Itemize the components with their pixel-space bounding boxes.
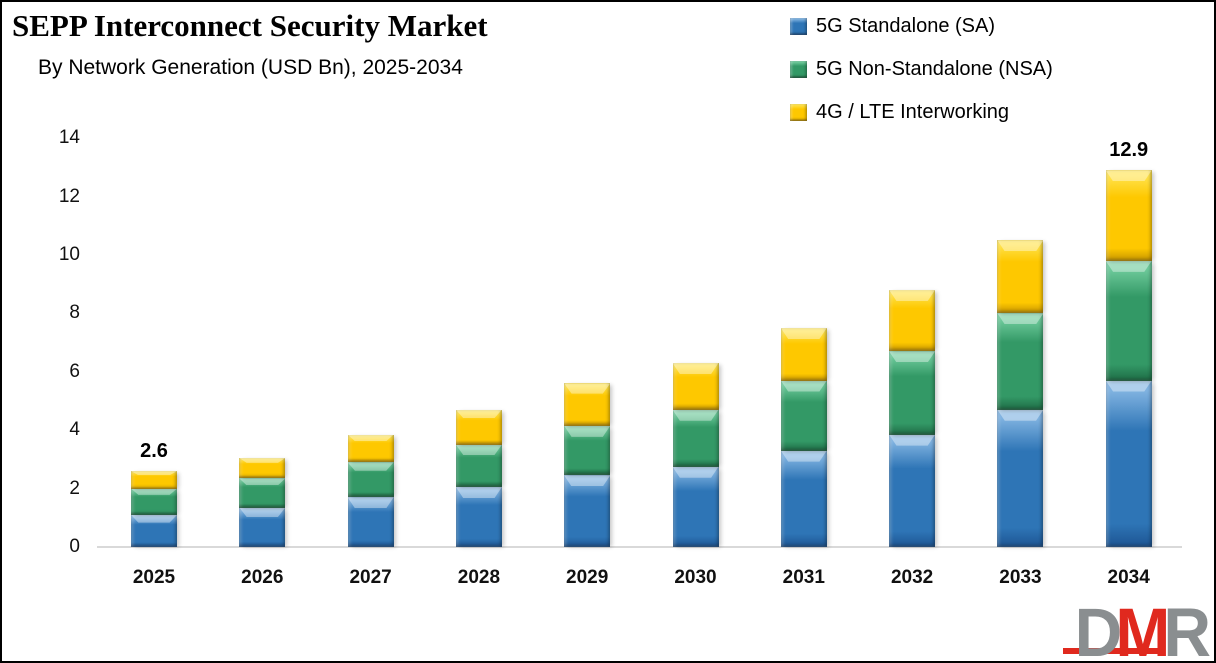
y-axis-tick-6: 6: [69, 360, 80, 382]
legend-swatch-sa-icon: [790, 17, 807, 35]
legend-label-lte: 4G / LTE Interworking: [816, 100, 1010, 123]
y-axis-tick-4: 4: [69, 419, 80, 441]
bar-segment-2030-lte: [672, 363, 719, 410]
x-axis-label-2033: 2033: [999, 567, 1042, 588]
bar-segment-2028-nsa: [455, 444, 502, 488]
bar-segment-2029-nsa: [564, 425, 611, 476]
x-axis-label-2027: 2027: [349, 567, 392, 588]
bar-segment-2026-nsa: [239, 478, 286, 508]
bar-segment-2034-sa: [1105, 380, 1152, 547]
bar-segment-2032-nsa: [889, 351, 936, 435]
bar-segment-2032-sa: [889, 434, 936, 547]
x-axis-label-2030: 2030: [674, 567, 717, 588]
bar-segment-2025-sa: [131, 514, 177, 547]
bar-segment-2034-lte: [1105, 170, 1152, 261]
legend-item-sa: 5G Standalone (SA): [790, 13, 1053, 39]
bar-segment-2028-sa: [455, 487, 502, 547]
bar-segment-2033-sa: [997, 409, 1044, 547]
bar-segment-2025-lte: [131, 471, 177, 489]
bar-segment-2026-sa: [239, 507, 286, 547]
bar-segment-2031-nsa: [780, 380, 827, 451]
bar-segment-2031-sa: [780, 450, 827, 547]
bar-segment-2031-lte: [780, 328, 827, 381]
chart-subtitle: By Network Generation (USD Bn), 2025-203…: [38, 56, 463, 79]
legend-swatch-nsa-icon: [790, 60, 807, 78]
x-axis-label-2025: 2025: [132, 567, 176, 588]
bar-total-label-2034: 12.9: [1109, 139, 1149, 162]
bar-segment-2028-lte: [455, 409, 502, 445]
bar-segment-2033-nsa: [997, 313, 1044, 410]
legend-label-sa: 5G Standalone (SA): [816, 14, 995, 37]
bar-segment-2030-nsa: [672, 409, 719, 467]
dmr-logo-red-bar: [1062, 648, 1158, 654]
chart-title: SEPP Interconnect Security Market: [12, 8, 488, 43]
legend-item-lte: 4G / LTE Interworking: [790, 99, 1053, 125]
x-axis-line: [97, 546, 1182, 548]
legend: 5G Standalone (SA) 5G Non-Standalone (NS…: [790, 13, 1053, 142]
bar-segment-2029-lte: [564, 383, 611, 426]
dmr-logo-letter-d: D: [1074, 593, 1123, 663]
bar-segment-2027-nsa: [347, 462, 394, 498]
bar-segment-2033-lte: [997, 240, 1044, 314]
bar-segment-2034-nsa: [1105, 260, 1152, 381]
bar-segment-2025-nsa: [131, 488, 177, 515]
legend-swatch-lte-icon: [790, 103, 807, 121]
legend-label-nsa: 5G Non-Standalone (NSA): [816, 57, 1053, 80]
bar-segment-2026-lte: [239, 457, 286, 479]
legend-item-nsa: 5G Non-Standalone (NSA): [790, 56, 1053, 82]
dmr-logo: D M R: [1062, 593, 1211, 663]
dmr-logo-letter-m: M: [1115, 593, 1170, 663]
y-axis-tick-14: 14: [58, 127, 80, 149]
x-axis-label-2026: 2026: [241, 567, 284, 588]
x-axis-label-2031: 2031: [782, 567, 825, 588]
bar-segment-2030-sa: [672, 466, 719, 547]
y-axis-tick-12: 12: [58, 185, 80, 207]
bar-segment-2032-lte: [889, 290, 936, 352]
x-axis-label-2034: 2034: [1107, 567, 1150, 588]
bar-segment-2029-sa: [564, 475, 611, 547]
bar-total-label-2025: 2.6: [140, 440, 168, 463]
bar-segment-2027-lte: [347, 434, 394, 463]
bar-segment-2027-sa: [347, 497, 394, 547]
y-axis-tick-10: 10: [58, 244, 80, 265]
y-axis-tick-2: 2: [69, 477, 80, 499]
y-axis-tick-0: 0: [69, 536, 80, 557]
dmr-logo-letter-r: R: [1163, 593, 1211, 663]
y-axis-tick-8: 8: [69, 302, 80, 324]
x-axis-label-2029: 2029: [566, 567, 609, 588]
x-axis-label-2032: 2032: [890, 567, 934, 588]
x-axis-label-2028: 2028: [457, 567, 501, 588]
